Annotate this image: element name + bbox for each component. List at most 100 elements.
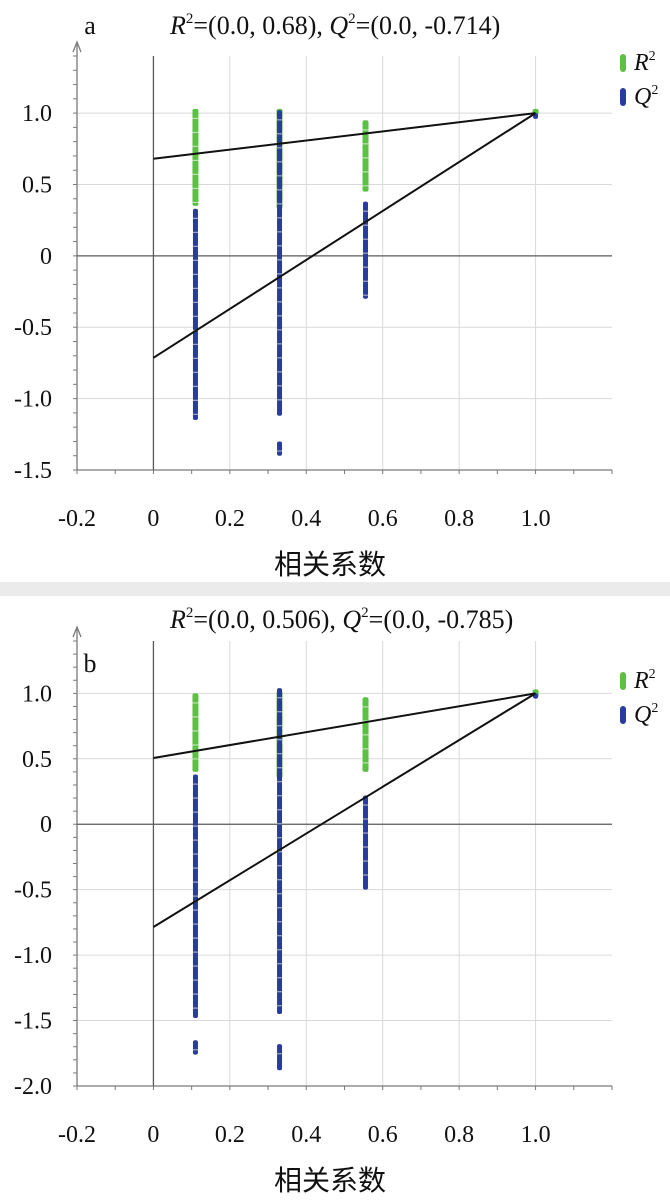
chart-panel-b: 1.0 0.5 0 -0.5 -1.0 -1.5 -2.0-0.2 0 0.2 0.4 0.6 0.8… <box>14 605 658 1197</box>
q2-regression-line <box>152 112 537 359</box>
r2-regression-line <box>153 112 536 160</box>
q2-point-column-gap <box>277 697 283 699</box>
r2-point-column-gap <box>192 758 199 760</box>
q2-point-column-gap <box>277 287 283 289</box>
r2-point-column-gap <box>362 171 369 173</box>
q2-point-column-gap <box>277 963 283 965</box>
q2-point-column-gap <box>192 245 198 247</box>
q2-point-column <box>277 441 283 456</box>
y-tick-label: 0.5 <box>22 747 52 773</box>
q2-point-column-gap <box>277 1053 283 1055</box>
q2-point-column-gap <box>277 991 283 993</box>
x-tick-label: 0.8 <box>444 506 474 532</box>
q2-point-column-gap <box>277 949 283 951</box>
r2-point-column-gap <box>362 129 369 131</box>
q2-point-column-gap <box>192 259 198 261</box>
r2-point-column-gap <box>362 185 369 187</box>
q2-point-column-gap <box>277 907 283 909</box>
q2-point-column-gap <box>192 287 198 289</box>
q2-point-column-gap <box>192 315 198 317</box>
y-tick-label: -0.5 <box>14 878 52 904</box>
x-tick-label: 1.0 <box>521 506 551 532</box>
legend-q2-label: Q2 <box>634 701 658 728</box>
q2-point-column-gap <box>192 797 198 799</box>
chart-title: R2=(0.0, 0.506), Q2=(0.0, -0.785) <box>169 605 513 634</box>
x-tick-label: 0.4 <box>291 506 321 532</box>
r2-point-column-gap <box>192 187 199 190</box>
q2-point-column-gap <box>277 935 283 937</box>
q2-point-column-gap <box>277 175 283 177</box>
q2-point-column-gap <box>277 231 283 233</box>
q2-point-column-gap <box>363 266 369 268</box>
r2-point-column-gap <box>362 762 369 764</box>
q2-point-column-gap <box>277 767 283 769</box>
q2-point-column-gap <box>363 804 369 806</box>
q2-point-column-gap <box>192 979 198 981</box>
q2-point-column-gap <box>192 273 198 275</box>
q2-point-column-gap <box>277 879 283 881</box>
q2-point-column-gap <box>277 147 283 149</box>
q2-point-column-gap <box>192 301 198 303</box>
x-tick-label: -0.2 <box>58 1122 96 1148</box>
r2-point-column <box>362 120 369 192</box>
y-tick-label: 1.0 <box>22 681 52 707</box>
q2-point-column-gap <box>277 119 283 121</box>
x-tick-label: 0.6 <box>368 1122 398 1148</box>
q2-point-column-gap <box>363 238 369 240</box>
q2-point-column-gap <box>277 851 283 853</box>
q2-point-column-gap <box>277 795 283 797</box>
q2-regression-line <box>152 692 537 928</box>
q2-point-column-gap <box>192 853 198 855</box>
q2-point-column-gap <box>277 977 283 979</box>
q2-point-column <box>277 1044 283 1071</box>
q2-point-column-gap <box>192 909 198 911</box>
q2-point-column-gap <box>277 301 283 303</box>
q2-point-column-gap <box>277 133 283 135</box>
q2-point-column-gap <box>192 399 198 401</box>
q2-point-column-gap <box>363 832 369 834</box>
q2-point-column-gap <box>192 231 198 233</box>
q2-point-column-gap <box>277 809 283 811</box>
q2-point-column-gap <box>363 874 369 876</box>
r2-point-column-gap <box>362 143 369 145</box>
x-tick-label: -0.2 <box>58 506 96 532</box>
q2-point-column-gap <box>277 450 283 452</box>
y-axis-arrow <box>72 40 82 53</box>
q2-point-column-gap <box>277 273 283 275</box>
legend-q2-label: Q2 <box>634 83 658 110</box>
q2-point-column-gap <box>277 893 283 895</box>
q2-point-column-gap <box>192 343 198 345</box>
q2-point-column-gap <box>192 895 198 897</box>
q2-point-column-gap <box>363 294 369 296</box>
r2-point-column-gap <box>362 706 369 708</box>
y-tick-label: -1.5 <box>14 1009 52 1035</box>
panel-label: b <box>84 649 97 678</box>
x-axis-label: 相关系数 <box>274 1165 386 1197</box>
r2-point-column-gap <box>192 702 199 704</box>
x-tick-label: 1.0 <box>521 1122 551 1148</box>
q2-point-column-gap <box>192 371 198 373</box>
q2-point-column <box>363 201 369 299</box>
x-tick-label: 0.4 <box>291 1122 321 1148</box>
q2-point-column-gap <box>277 837 283 839</box>
r2-point-column-gap <box>192 744 199 746</box>
q2-point-column-gap <box>192 951 198 953</box>
q2-point-column <box>192 208 198 421</box>
q2-point-column-gap <box>192 937 198 939</box>
q2-point-column-gap <box>277 329 283 331</box>
y-tick-label: 0 <box>40 244 52 270</box>
q2-point-column-gap <box>277 399 283 401</box>
q2-point-column-gap <box>277 711 283 713</box>
q2-point-column-gap <box>277 161 283 163</box>
y-tick-label: -0.5 <box>14 315 52 341</box>
r2-point-column-gap <box>192 201 199 204</box>
q2-point-column-gap <box>363 280 369 282</box>
q2-point-column-gap <box>277 343 283 345</box>
q2-point-column-gap <box>192 825 198 827</box>
q2-point-column-gap <box>192 1007 198 1009</box>
q2-point-column-gap <box>277 1005 283 1007</box>
q2-point-column-gap <box>277 371 283 373</box>
q2-point-column-gap <box>277 357 283 359</box>
q2-point-column-gap <box>363 860 369 862</box>
r2-point-column-gap <box>192 117 199 120</box>
